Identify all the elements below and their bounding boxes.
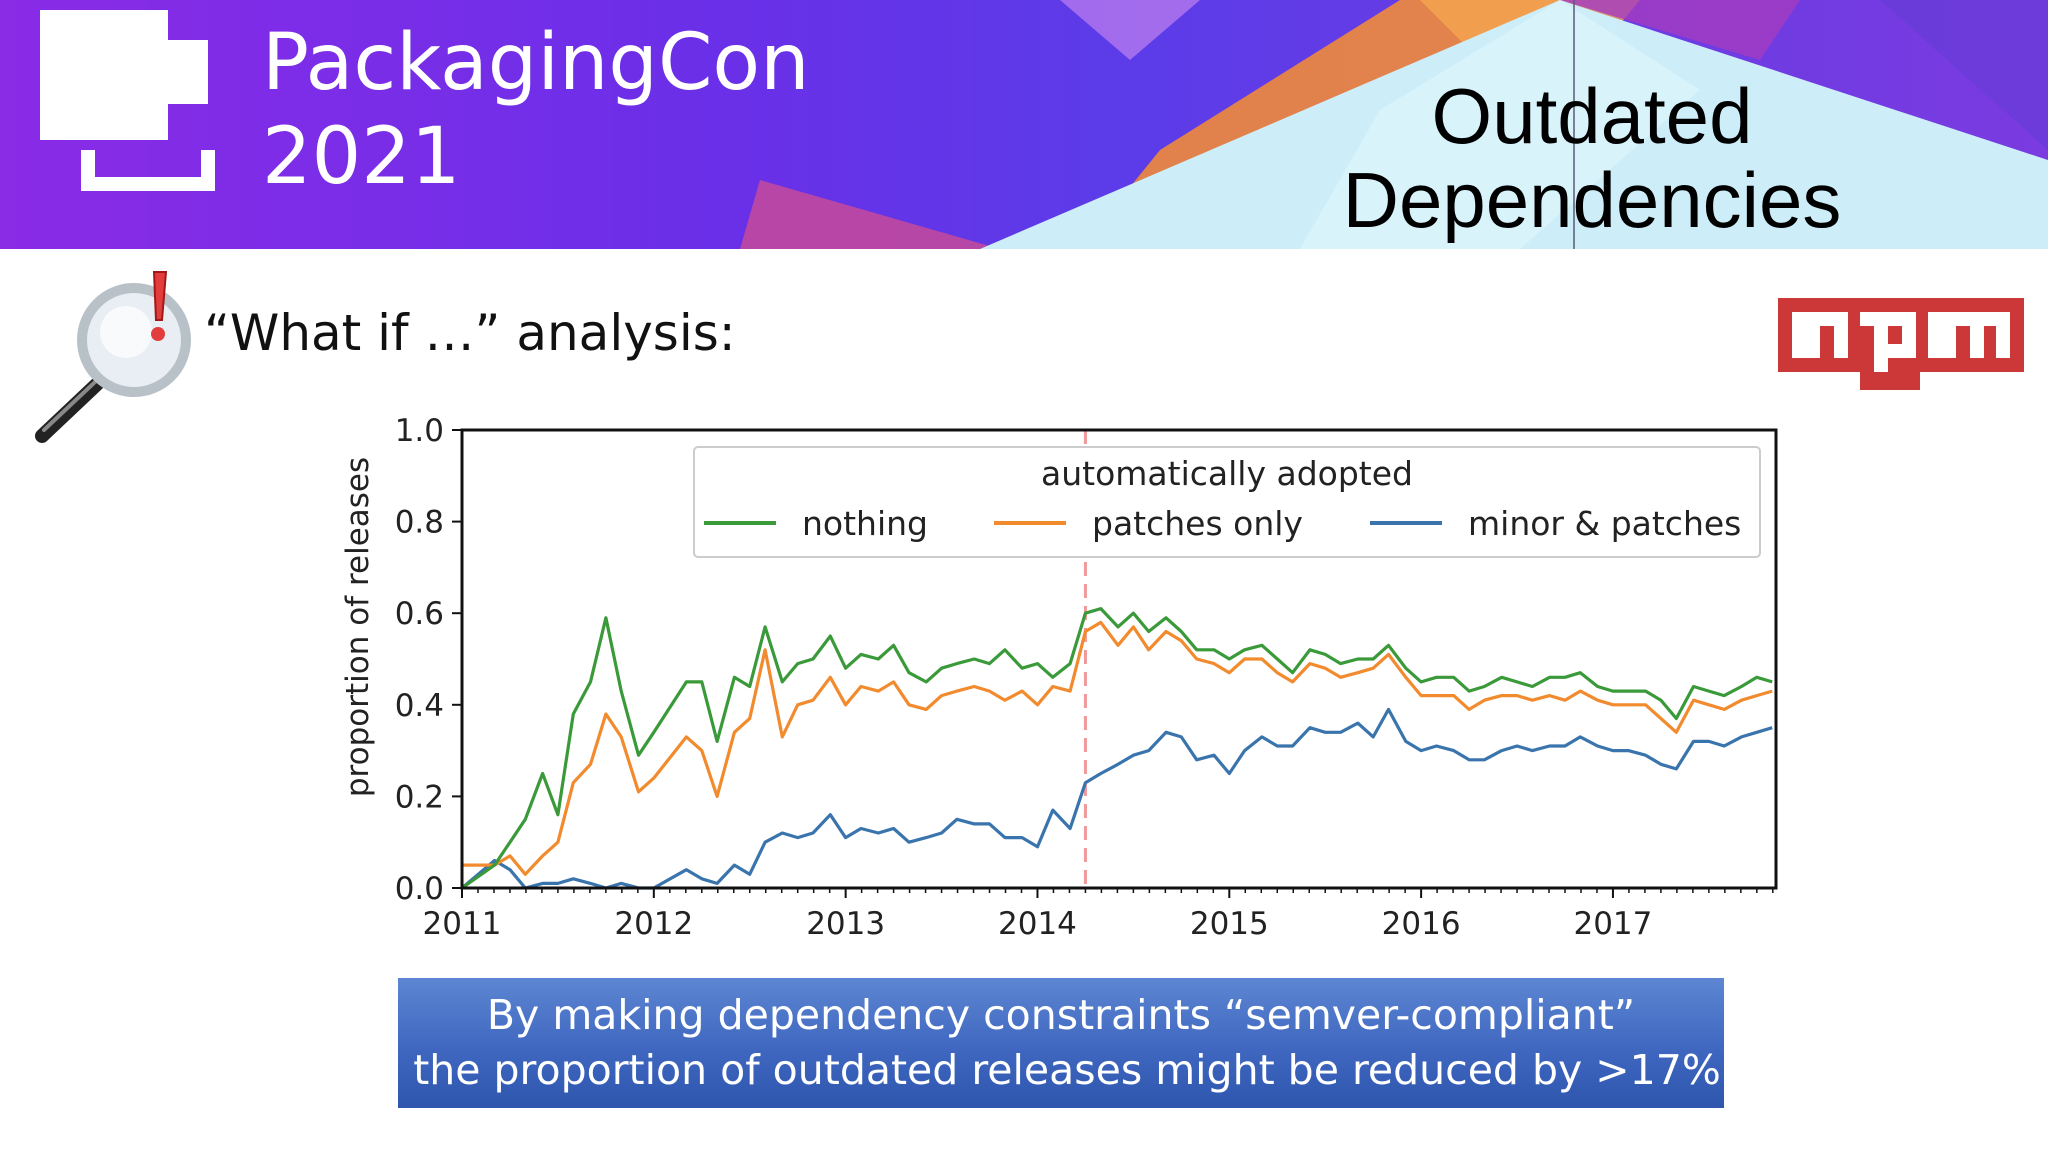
y-axis-label: proportion of releases <box>340 457 376 797</box>
callout-line-2: the proportion of outdated releases migh… <box>413 1046 1721 1094</box>
series-line-patches-only <box>462 620 1773 876</box>
y-tick-label: 0.8 <box>395 505 444 541</box>
series-lines <box>460 607 1773 890</box>
y-tick-label: 0.2 <box>395 779 444 815</box>
x-tick-label: 2012 <box>614 906 693 942</box>
magnifier-icon <box>35 271 191 443</box>
logo-text-year: 2021 <box>262 112 461 202</box>
releases-line-chart: proportion of releases 0.0 0.2 0.4 0.6 0.8 1.… <box>340 413 1778 942</box>
legend-box <box>693 446 1761 558</box>
x-axis-ticks: 2011 2012 2013 2014 2015 2016 2017 <box>423 888 1774 942</box>
y-axis-ticks: 0.0 0.2 0.4 0.6 0.8 1.0 <box>395 413 462 907</box>
slide-title: Outdated Dependencies <box>1332 74 1852 242</box>
x-tick-label: 2015 <box>1190 906 1269 942</box>
callout-line-1: By making dependency constraints “semver… <box>486 991 1636 1039</box>
x-tick-label: 2011 <box>423 906 502 942</box>
conclusion-callout: By making dependency constraints “semver… <box>398 978 1724 1108</box>
legend-label-minor-patches: minor & patches <box>1468 504 1741 543</box>
y-tick-label: 0.6 <box>395 596 444 632</box>
legend-label-nothing: nothing <box>802 504 928 543</box>
npm-logo-icon <box>1778 298 2024 390</box>
series-line-minor-patches <box>460 707 1773 890</box>
x-tick-label: 2016 <box>1382 906 1461 942</box>
y-tick-label: 1.0 <box>395 413 444 449</box>
x-tick-label: 2017 <box>1573 906 1652 942</box>
logo-text-name: PackagingCon <box>262 18 810 108</box>
legend-label-patches-only: patches only <box>1092 504 1303 543</box>
conference-banner: PackagingCon 2021 Outdated Dependencies <box>0 0 2048 249</box>
logo-bracket-icon <box>81 150 215 191</box>
series-line-nothing <box>461 607 1773 890</box>
y-tick-label: 0.0 <box>395 871 444 907</box>
slide-title-line1: Outdated <box>1431 72 1753 160</box>
banner-background <box>0 0 2048 249</box>
analysis-heading: “What if …” analysis: <box>204 304 736 362</box>
logo-square-icon <box>40 10 208 140</box>
slide-title-line2: Dependencies <box>1342 156 1842 244</box>
x-tick-label: 2014 <box>998 906 1077 942</box>
y-tick-label: 0.4 <box>395 688 444 724</box>
chart-legend: automatically adopted nothing patches on… <box>693 446 1761 558</box>
plot-frame <box>460 428 1778 890</box>
x-tick-label: 2013 <box>806 906 885 942</box>
legend-title: automatically adopted <box>1041 454 1413 493</box>
